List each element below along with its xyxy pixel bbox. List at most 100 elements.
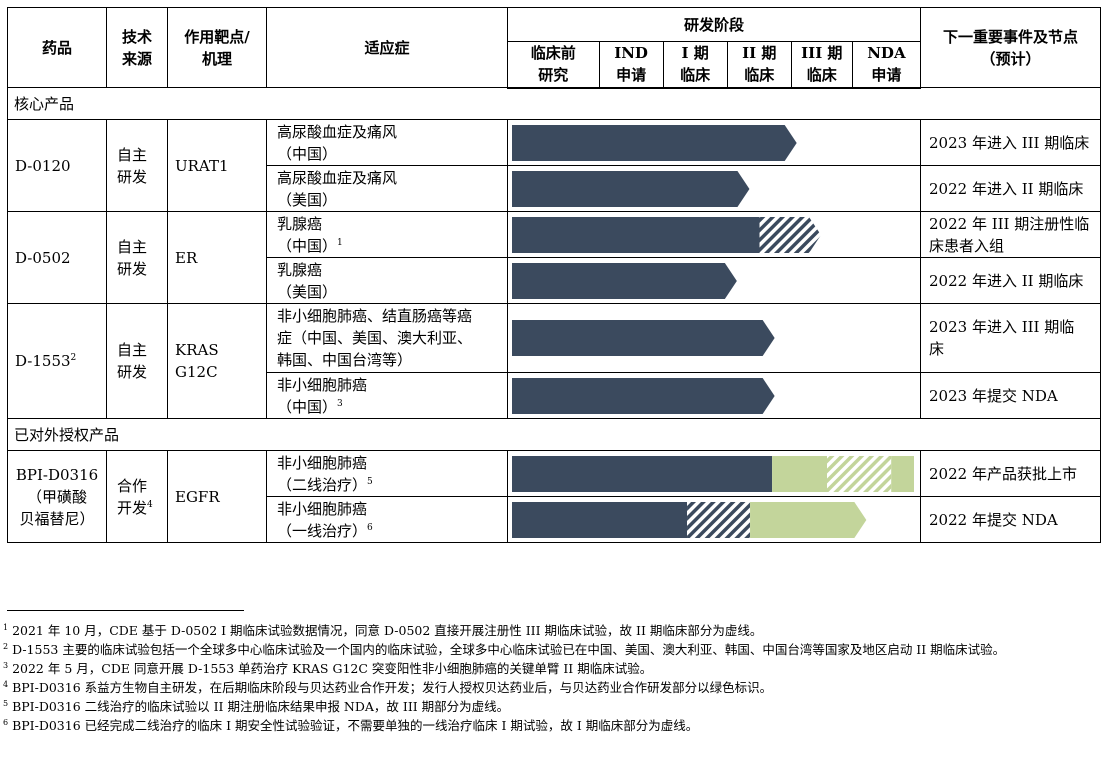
line: 床患者入组 [929, 236, 1005, 255]
footnote-marker: 1 [337, 237, 343, 248]
progress-bar [512, 263, 737, 299]
drug-name: BPI-D0316 （甲磺酸 贝福替尼） [7, 450, 107, 543]
drug-name: D-0502 [7, 211, 107, 304]
pipeline-row: 非小细胞肺癌 （中国）3 2023 年提交 NDA [8, 372, 1101, 419]
tech-source: 合作 开发4 [106, 450, 168, 543]
line: 2023 年进入 III 期临床 [929, 133, 1090, 152]
pipeline-row: 乳腺癌 （美国） 2022 年进入 II 期临床 [8, 257, 1101, 304]
footnote-number: 5 [3, 698, 9, 708]
header-stage-group: 研发阶段 [507, 7, 921, 42]
line: 2022 年产品获批上市 [929, 464, 1077, 483]
indication: 非小细胞肺癌、结直肠癌等癌 症（中国、美国、澳大利亚、 韩国、中国台湾等） [266, 303, 508, 373]
footnote: 3 2022 年 5 月，CDE 同意开展 D-1553 单药治疗 KRAS G… [3, 659, 1103, 678]
stage-segment-navy [512, 456, 773, 492]
stage-segment-green [891, 456, 914, 492]
line: EGFR [175, 487, 220, 506]
progress-lane [508, 497, 920, 542]
line: （美国） [277, 282, 338, 301]
line: BPI-D0316 [15, 465, 99, 484]
line: 2022 年进入 II 期临床 [929, 179, 1084, 198]
line: IND [614, 44, 648, 63]
stage-header-4: III 期临床 [790, 41, 853, 89]
next-event: 2022 年 III 期注册性临 床患者入组 [920, 211, 1101, 258]
footnote-number: 6 [3, 717, 9, 727]
stage-segment-hatch-navy [759, 217, 821, 253]
footnote-number: 3 [3, 660, 9, 670]
stage-segment-hatch-navy [687, 502, 751, 538]
tech-source: 自主 研发 [106, 303, 168, 419]
progress-lane [508, 166, 920, 211]
indication: 非小细胞肺癌 （二线治疗）5 [266, 450, 508, 497]
progress-lane [508, 212, 920, 257]
stage-header-3: II 期临床 [726, 41, 792, 89]
stage-segment-navy [512, 320, 775, 356]
footnote: 5 BPI-D0316 二线治疗的临床试验以 II 期注册临床结果申报 NDA，… [3, 697, 1103, 716]
line: 症（中国、美国、澳大利亚、 [277, 329, 473, 347]
footnotes: 1 2021 年 10 月，CDE 基于 D-0502 I 期临床试验数据情况，… [3, 621, 1103, 735]
line: 申请 [871, 66, 902, 85]
stage-progress-cell [507, 496, 921, 543]
stage-segment-green [772, 456, 827, 492]
footnote-text: D-1553 主要的临床试验包括一个全球多中心临床试验及一个国内的临床试验，全球… [8, 642, 1006, 657]
line: （中国）1 [277, 236, 343, 255]
line: D-15532 [15, 352, 77, 370]
indication: 高尿酸血症及痛风 （中国） [266, 119, 508, 166]
header-next-event: 下一重要事件及节点 （预计） [920, 7, 1101, 88]
progress-lane [508, 258, 920, 303]
line: KRAS [175, 341, 219, 359]
line: D-0502 [15, 248, 71, 267]
line: （中国）3 [277, 397, 343, 416]
line: （二线治疗）5 [277, 475, 373, 494]
stage-segment-navy [512, 171, 750, 207]
stage-progress-cell [507, 372, 921, 419]
stage-segment-hatch-green [827, 456, 892, 492]
line: ER [175, 248, 198, 267]
next-event: 2023 年提交 NDA [920, 372, 1101, 419]
line: 乳腺癌 [277, 214, 323, 233]
line: 临床 [680, 66, 711, 85]
line: 2022 年提交 NDA [929, 510, 1058, 529]
progress-lane [508, 304, 920, 372]
progress-bar [512, 456, 914, 492]
line: 临床前 [530, 44, 576, 63]
indication: 高尿酸血症及痛风 （美国） [266, 165, 508, 212]
progress-bar [512, 125, 797, 161]
line: D-0120 [15, 156, 71, 175]
stage-header-5: NDA 申请 [851, 41, 922, 89]
tech-source: 自主 研发 [106, 211, 168, 304]
line: 自主 [117, 341, 148, 359]
line: 高尿酸血症及痛风 [277, 168, 398, 187]
line: 研发 [117, 259, 148, 278]
footnote-marker: 5 [367, 476, 373, 487]
line: III 期 [801, 44, 843, 63]
section-title: 已对外授权产品 [7, 418, 1101, 451]
line: 自主 [117, 237, 148, 256]
stage-header-0: 临床前 研究 [507, 41, 600, 89]
line: 床 [929, 340, 945, 358]
stage-segment-navy [512, 217, 760, 253]
stage-progress-cell [507, 211, 921, 258]
progress-bar [512, 502, 867, 538]
line: 2022 年 III 期注册性临 [929, 214, 1090, 233]
footnote-number: 2 [3, 641, 9, 651]
line: 非小细胞肺癌 [277, 375, 368, 394]
footnote-rule [7, 610, 244, 611]
stage-segment-navy [512, 125, 797, 161]
stage-progress-cell [507, 119, 921, 166]
pipeline-table: 药品 技术 来源 作用靶点/机理 适应症 研发阶段 下一重要事件及节点 （预计） 临… [7, 7, 1101, 543]
drug-name: D-15532 [7, 303, 107, 419]
line: 韩国、中国台湾等） [277, 351, 413, 369]
footnote-number: 1 [3, 622, 9, 632]
target-mechanism: KRAS G12C [167, 303, 267, 419]
next-event: 2022 年进入 II 期临床 [920, 165, 1101, 212]
footnote-text: BPI-D0316 二线治疗的临床试验以 II 期注册临床结果申报 NDA，故 … [8, 699, 510, 714]
footnote: 4 BPI-D0316 系益方生物自主研发，在后期临床阶段与贝达药业合作开发；发… [3, 678, 1103, 697]
stage-progress-cell [507, 450, 921, 497]
header-target: 作用靶点/机理 [167, 7, 267, 88]
next-event: 2022 年进入 II 期临床 [920, 257, 1101, 304]
line: I 期 [681, 44, 709, 63]
indication: 乳腺癌 （中国）1 [266, 211, 508, 258]
footnote: 6 BPI-D0316 已经完成二线治疗的临床 I 期安全性试验验证，不需要单独… [3, 716, 1103, 735]
line: 高尿酸血症及痛风 [277, 122, 398, 141]
section-row: 核心产品 [7, 87, 1101, 120]
